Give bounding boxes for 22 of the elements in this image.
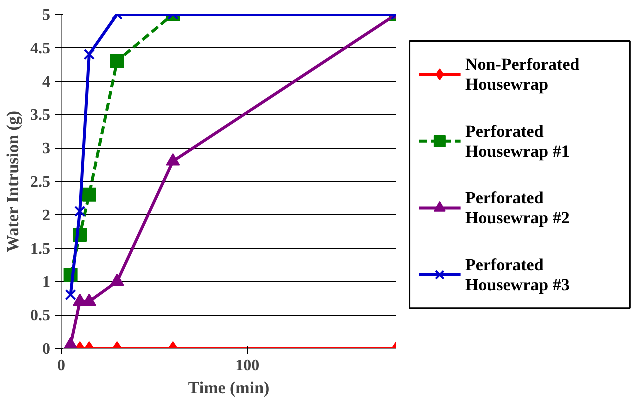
- y-tick-label: 2.5: [30, 174, 50, 191]
- x-axis-title: Time (min): [188, 378, 270, 398]
- y-tick-label: 3: [42, 140, 50, 158]
- point: [74, 206, 86, 218]
- y-tick-label: 1: [42, 274, 50, 292]
- y-tick-label: 5: [42, 7, 50, 24]
- legend-label: Non-Perforated Housewrap: [465, 55, 580, 94]
- y-tick-label: 2: [42, 207, 50, 224]
- point: [64, 337, 78, 348]
- y-tick-label: 4.5: [30, 40, 50, 58]
- legend-label: Perforated Housewrap #3: [465, 256, 570, 294]
- point: [82, 188, 96, 202]
- y-tick-label: 3.5: [30, 107, 50, 124]
- x-tick-label: 100: [236, 358, 260, 374]
- y-tick-label: 0.5: [30, 308, 50, 325]
- y-axis-title: Water Intrusion (g): [4, 110, 22, 252]
- y-tick-label: 0: [42, 341, 50, 358]
- legend-label: Perforated Housewrap #1: [465, 122, 570, 161]
- y-tick-label: 1.5: [30, 240, 50, 258]
- y-tick-label: 4: [42, 74, 50, 91]
- point: [110, 274, 124, 286]
- legend-label: Perforated Housewrap #2: [465, 188, 570, 228]
